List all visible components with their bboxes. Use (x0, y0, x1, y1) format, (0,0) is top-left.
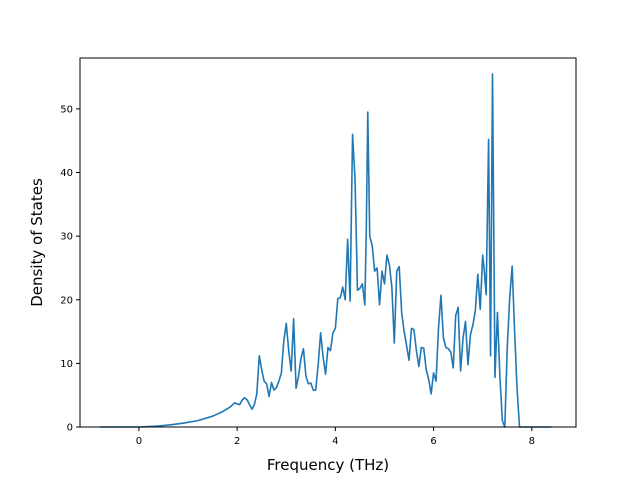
y-tick-label: 50 (60, 104, 73, 115)
y-tick-label: 10 (60, 359, 73, 370)
y-tick-label: 30 (60, 232, 73, 243)
y-tick-label: 40 (60, 168, 73, 179)
x-tick-layer: 0 2 4 6 8 (136, 427, 535, 447)
axes-frame (79, 57, 577, 428)
series-layer (99, 73, 552, 428)
x-axis-label: Frequency (THz) (267, 456, 389, 474)
dos-series-line-0 (99, 73, 552, 428)
x-tick-label: 4 (332, 436, 338, 447)
x-tick-label: 0 (136, 436, 142, 447)
x-tick-label: 6 (430, 436, 436, 447)
y-tick-layer: 0 10 20 30 40 50 (60, 104, 80, 434)
y-tick-label: 20 (60, 295, 73, 306)
y-axis-label: Density of States (28, 178, 46, 307)
x-tick-label: 2 (234, 436, 240, 447)
x-tick-label: 8 (529, 436, 535, 447)
y-tick-label: 0 (67, 423, 73, 434)
